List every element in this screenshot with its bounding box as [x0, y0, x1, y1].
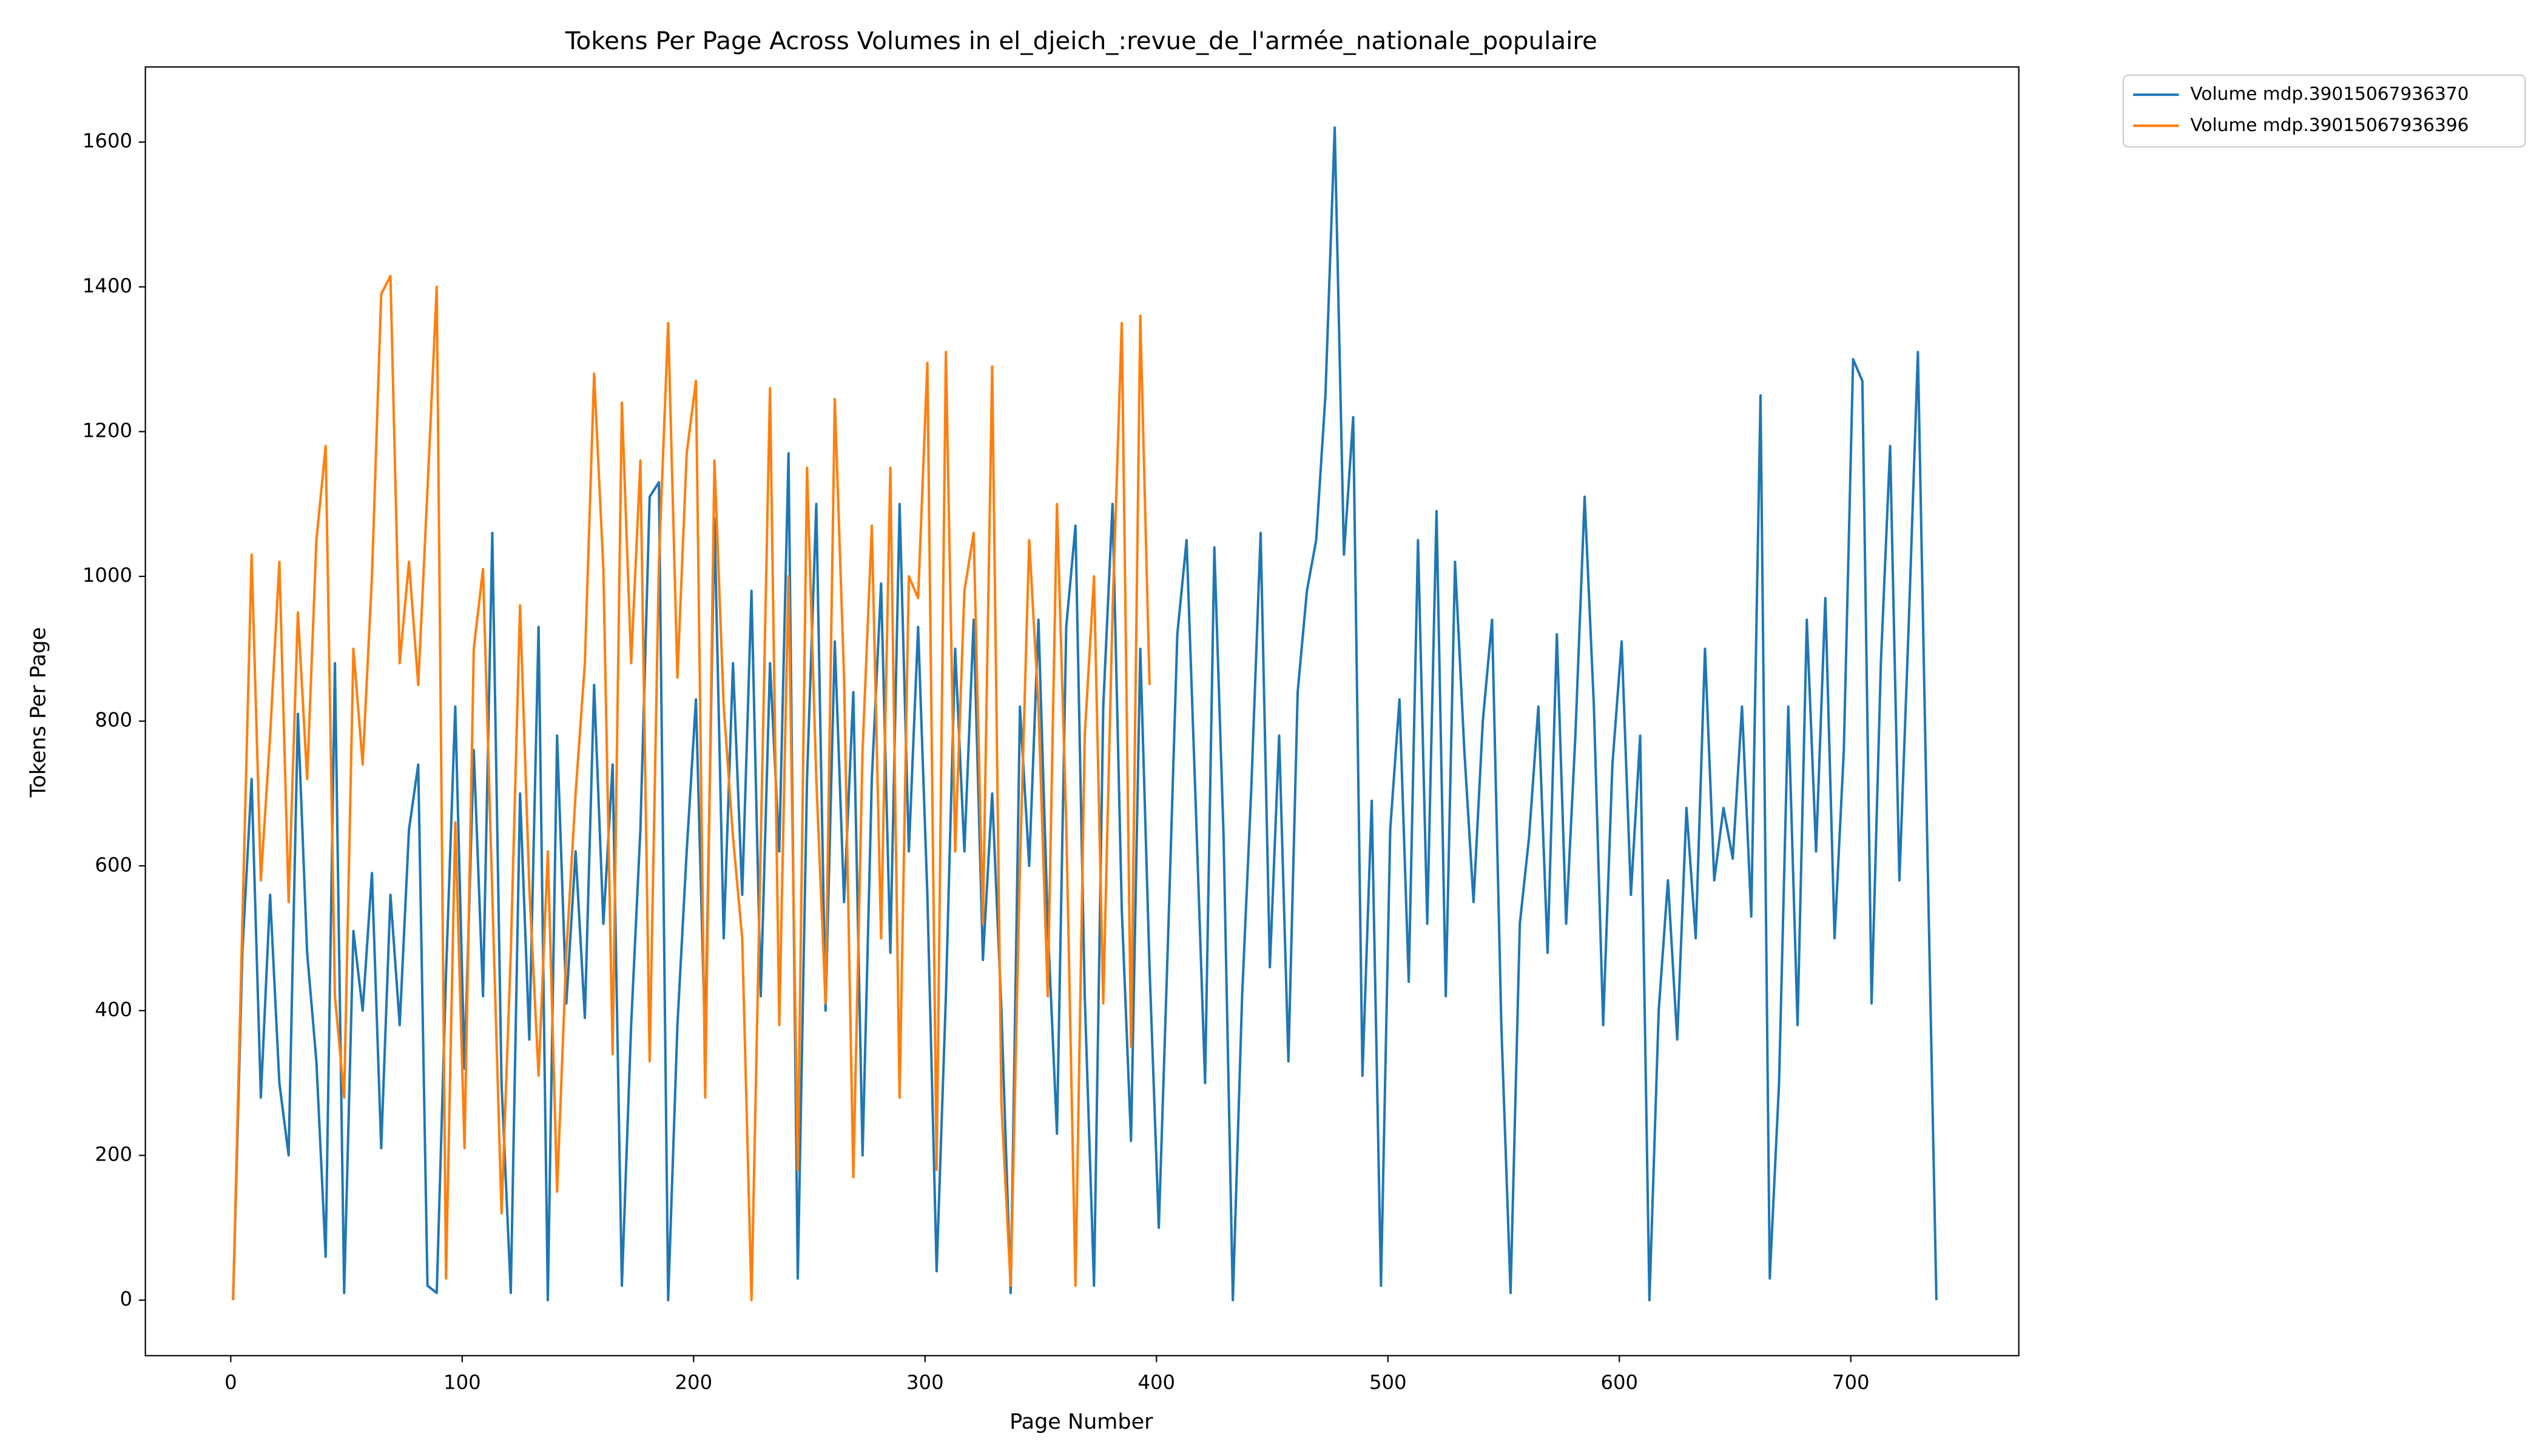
x-tick-label: 700	[1832, 1370, 1870, 1394]
x-tick-label: 600	[1600, 1370, 1638, 1394]
y-tick-label: 800	[95, 709, 132, 732]
legend-label: Volume mdp.39015067936370	[2190, 84, 2469, 104]
chart-title: Tokens Per Page Across Volumes in el_dje…	[565, 27, 1597, 55]
y-tick-label: 1200	[83, 419, 132, 442]
legend-label: Volume mdp.39015067936396	[2190, 115, 2469, 135]
x-tick-label: 500	[1369, 1370, 1407, 1394]
x-tick-label: 200	[675, 1370, 713, 1394]
x-axis-label: Page Number	[1009, 1410, 1153, 1434]
legend-box	[2122, 74, 2526, 148]
series-line	[232, 274, 1151, 1302]
x-tick-label: 0	[224, 1370, 237, 1394]
y-tick-label: 1600	[83, 129, 132, 152]
y-tick-label: 400	[95, 998, 132, 1021]
y-axis-label: Tokens Per Page	[27, 627, 51, 798]
y-tick-label: 200	[95, 1142, 132, 1165]
x-tick-label: 400	[1138, 1370, 1175, 1394]
y-tick-label: 1400	[83, 274, 132, 297]
y-tick-label: 600	[95, 853, 132, 876]
y-tick-label: 0	[120, 1287, 133, 1310]
x-tick-label: 300	[906, 1370, 944, 1394]
series-line	[232, 126, 1938, 1302]
y-tick-label: 1000	[83, 564, 132, 587]
x-tick-label: 100	[443, 1370, 481, 1394]
plot-frame	[144, 66, 2020, 1357]
